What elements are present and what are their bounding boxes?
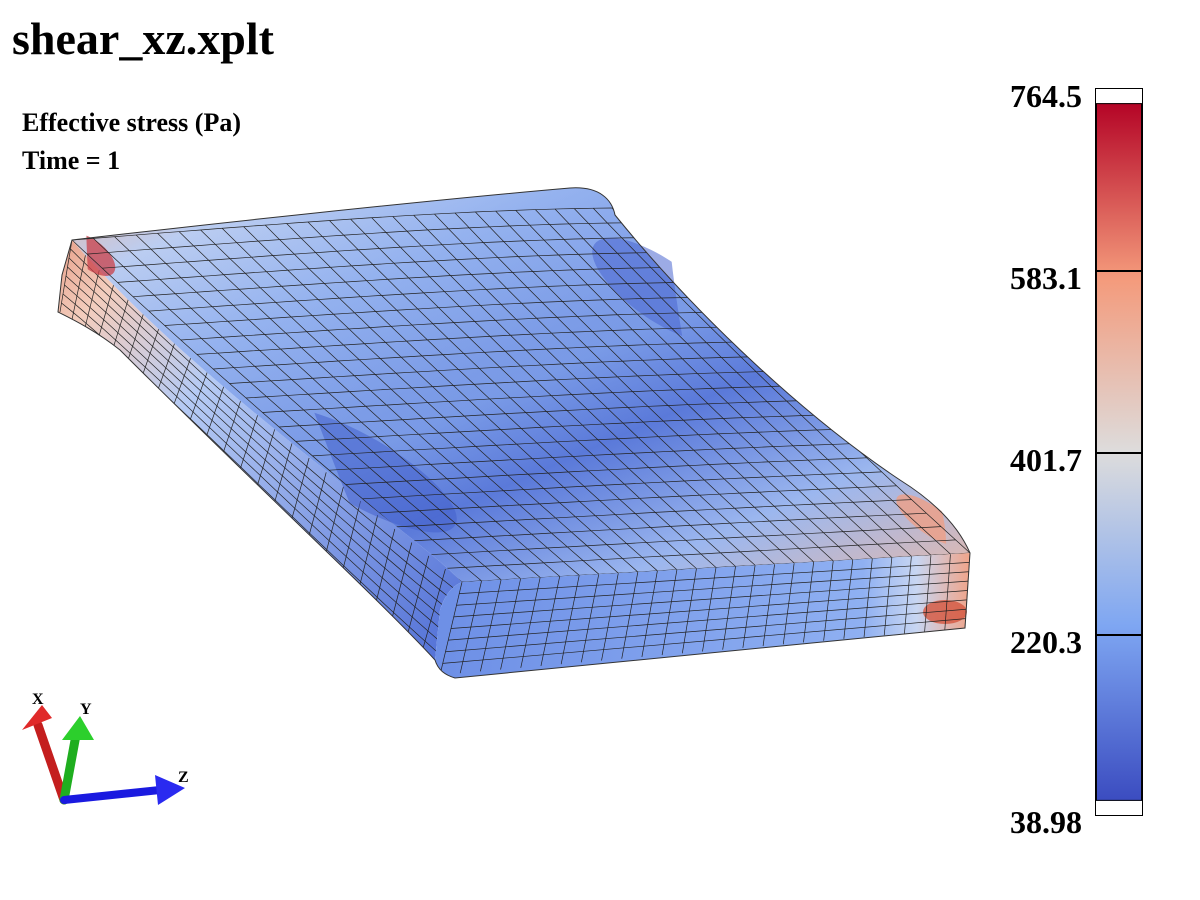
y-axis-arrow-icon: Y: [59, 701, 94, 805]
mesh-outline: [57, 187, 971, 679]
legend-tick-label: 401.7: [1010, 442, 1082, 478]
axis-triad[interactable]: X Y Z: [22, 691, 189, 805]
z-axis-arrow-icon: Z: [60, 769, 189, 805]
mesh-left-face: [58, 240, 462, 660]
variable-label: Effective stress (Pa): [22, 108, 241, 137]
legend-tick: [1095, 270, 1143, 272]
time-label: Time = 1: [22, 146, 121, 175]
file-title: shear_xz.xplt: [12, 13, 274, 64]
x-axis-label: X: [32, 691, 44, 708]
legend-tick-label: 220.3: [1010, 624, 1082, 660]
legend-tick-label: 38.98: [1010, 804, 1082, 840]
mesh-front-face: [435, 553, 970, 678]
legend-tick: [1095, 634, 1143, 636]
mesh-top-face: [68, 187, 970, 583]
legend-tick: [1095, 452, 1143, 454]
y-axis-label: Y: [80, 701, 92, 718]
legend-tick-label: 583.1: [1010, 260, 1082, 296]
info-panel: Effective stress (Pa) Time = 1: [22, 104, 241, 180]
x-axis-arrow-icon: X: [22, 691, 69, 805]
legend-tick-label: 764.5: [1010, 78, 1082, 114]
z-axis-label: Z: [178, 769, 189, 786]
